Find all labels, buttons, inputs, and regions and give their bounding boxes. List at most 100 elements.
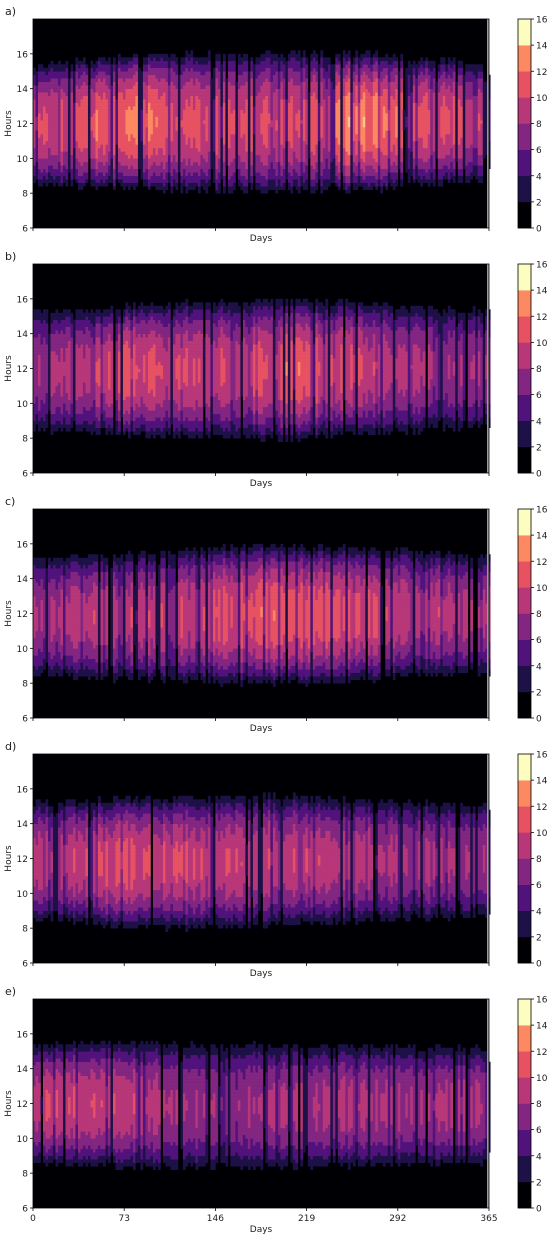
heat-cell bbox=[310, 106, 313, 110]
heat-cell bbox=[230, 120, 233, 124]
heat-cell bbox=[368, 117, 371, 121]
heat-cell bbox=[368, 155, 371, 159]
heat-cell bbox=[58, 179, 61, 183]
heat-cell bbox=[90, 151, 93, 155]
heat-cell bbox=[300, 172, 303, 176]
heat-cell bbox=[83, 71, 86, 75]
heat-cell bbox=[45, 124, 48, 128]
heat-cell bbox=[228, 151, 231, 155]
heat-cell bbox=[348, 54, 351, 58]
heat-cell bbox=[203, 134, 206, 138]
heat-cell bbox=[238, 144, 241, 148]
heat-cell bbox=[358, 155, 361, 159]
heat-cell bbox=[220, 110, 223, 114]
heat-cell bbox=[115, 71, 118, 75]
heat-cell bbox=[275, 113, 278, 117]
heat-cell bbox=[53, 134, 56, 138]
heat-cell bbox=[210, 158, 213, 162]
heat-cell bbox=[185, 144, 188, 148]
heat-cell bbox=[245, 57, 248, 61]
heat-cell bbox=[55, 141, 58, 145]
heat-cell bbox=[41, 169, 44, 173]
heat-cell bbox=[133, 99, 136, 103]
heat-cell bbox=[238, 64, 241, 68]
heat-cell bbox=[348, 148, 351, 152]
heat-cell bbox=[165, 134, 168, 138]
heat-cell bbox=[125, 82, 128, 86]
heat-cell bbox=[310, 186, 313, 190]
heat-cell bbox=[313, 158, 316, 162]
heat-cell bbox=[320, 137, 323, 141]
heat-cell bbox=[83, 124, 86, 128]
heat-cell bbox=[133, 172, 136, 176]
heat-cell bbox=[150, 176, 153, 180]
heat-cell bbox=[103, 113, 106, 117]
heat-cell bbox=[253, 68, 256, 72]
heat-cell bbox=[168, 158, 171, 162]
heat-cell bbox=[295, 71, 298, 75]
heat-cell bbox=[170, 169, 173, 173]
heat-cell bbox=[365, 61, 368, 65]
heat-cell bbox=[323, 57, 326, 61]
heat-cell bbox=[215, 179, 218, 183]
heat-cell bbox=[283, 110, 286, 114]
heat-cell bbox=[200, 176, 203, 180]
heat-cell bbox=[95, 92, 98, 96]
heat-cell bbox=[80, 71, 83, 75]
heat-cell bbox=[260, 61, 263, 65]
heat-cell bbox=[48, 176, 51, 180]
heat-cell bbox=[240, 110, 243, 114]
heat-cell bbox=[303, 179, 306, 183]
heat-cell bbox=[273, 172, 276, 176]
heat-cell bbox=[365, 68, 368, 72]
heat-cell bbox=[115, 75, 118, 79]
heat-cell bbox=[113, 113, 116, 117]
heat-cell bbox=[270, 179, 273, 183]
heat-cell bbox=[53, 179, 56, 183]
heat-cell bbox=[328, 130, 331, 134]
heat-cell bbox=[368, 106, 371, 110]
heat-cell bbox=[335, 113, 338, 117]
heat-cell bbox=[243, 82, 246, 86]
heat-cell bbox=[210, 82, 213, 86]
heat-cell bbox=[195, 110, 198, 114]
heat-cell bbox=[105, 78, 108, 82]
heat-cell bbox=[83, 165, 86, 169]
heat-cell bbox=[155, 155, 158, 159]
heat-cell bbox=[295, 110, 298, 114]
heat-cell bbox=[213, 106, 216, 110]
heat-cell bbox=[360, 82, 363, 86]
heat-cell bbox=[73, 165, 76, 169]
heat-cell bbox=[335, 92, 338, 96]
heat-cell bbox=[195, 103, 198, 107]
heat-cell bbox=[365, 64, 368, 68]
heat-cell bbox=[58, 75, 61, 79]
heat-cell bbox=[153, 75, 156, 79]
heat-cell bbox=[65, 162, 68, 166]
heat-cell bbox=[345, 162, 348, 166]
heat-cell bbox=[160, 57, 163, 61]
heat-cell bbox=[128, 183, 131, 187]
heat-cell bbox=[165, 106, 168, 110]
heat-cell bbox=[233, 106, 236, 110]
heat-cell bbox=[175, 110, 178, 114]
heat-cell bbox=[220, 68, 223, 72]
heat-cell bbox=[88, 151, 91, 155]
heat-cell bbox=[253, 71, 256, 75]
heat-cell bbox=[90, 99, 93, 103]
heat-cell bbox=[363, 158, 366, 162]
heat-cell bbox=[198, 179, 201, 183]
heat-cell bbox=[78, 85, 81, 89]
heat-cell bbox=[295, 144, 298, 148]
heat-cell bbox=[303, 54, 306, 58]
heat-cell bbox=[373, 162, 376, 166]
heat-cell bbox=[193, 89, 196, 93]
heat-cell bbox=[118, 148, 121, 152]
heat-cell bbox=[185, 190, 188, 194]
heat-cell bbox=[130, 162, 133, 166]
heat-cell bbox=[353, 124, 356, 128]
heat-cell bbox=[350, 165, 353, 169]
heat-cell bbox=[70, 148, 73, 152]
heat-cell bbox=[148, 124, 151, 128]
heat-cell bbox=[265, 124, 268, 128]
